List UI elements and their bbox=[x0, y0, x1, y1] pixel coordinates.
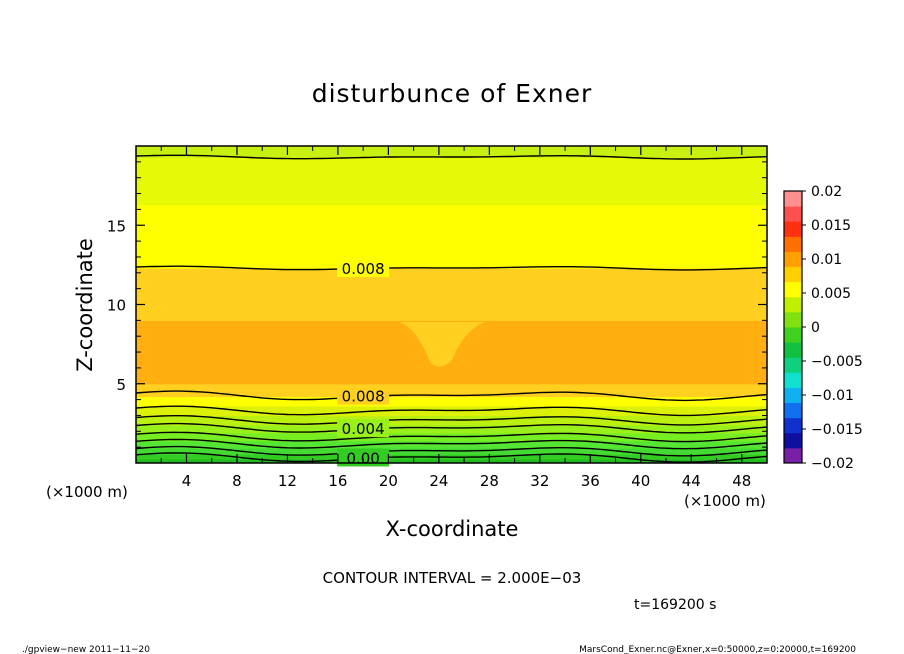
y-axis-label: Z-coordinate bbox=[73, 238, 97, 372]
y-tick-label-0: 5 bbox=[116, 376, 126, 394]
footer-right: MarsCond_Exner.nc@Exner,x=0:50000,z=0:20… bbox=[579, 645, 856, 654]
x-unit-left: (×1000 m) bbox=[46, 483, 128, 501]
contour-band-11 bbox=[136, 268, 767, 321]
colorbar-segment-12 bbox=[784, 266, 802, 283]
x-tick-label-6: 28 bbox=[480, 472, 499, 490]
colorbar-segment-11 bbox=[784, 281, 802, 298]
contour-line-9 bbox=[136, 154, 767, 160]
x-tick-label-2: 12 bbox=[278, 472, 297, 490]
x-tick-label-11: 48 bbox=[732, 472, 751, 490]
colorbar-segment-15 bbox=[784, 221, 802, 237]
colorbar-segment-0 bbox=[784, 447, 802, 464]
x-tick-label-8: 36 bbox=[581, 472, 600, 490]
contour-line-8 bbox=[136, 265, 767, 271]
center-dip-region bbox=[400, 322, 485, 367]
x-tick-label-4: 20 bbox=[379, 472, 398, 490]
x-tick-label-10: 44 bbox=[682, 472, 701, 490]
colorbar-segment-8 bbox=[784, 327, 802, 343]
contour-label-7: 0.008 bbox=[342, 388, 385, 406]
colorbar-tick-label-5: −0.005 bbox=[811, 354, 863, 370]
contour-label-4: 0.004 bbox=[342, 420, 385, 438]
colorbar-segment-6 bbox=[784, 357, 802, 373]
contour-line-5 bbox=[136, 415, 767, 426]
contour-band-12 bbox=[136, 204, 767, 269]
contour-band-13 bbox=[136, 157, 767, 206]
colorbar-tick-label-1: 0.015 bbox=[811, 218, 851, 234]
contour-label-bg-0 bbox=[337, 448, 390, 467]
colorbar-segment-14 bbox=[784, 236, 802, 252]
colorbar-segment-7 bbox=[784, 342, 802, 358]
x-axis-label: X-coordinate bbox=[386, 517, 519, 541]
y-tick-label-1: 10 bbox=[107, 297, 126, 315]
contour-line-4 bbox=[136, 422, 767, 434]
contour-band-14 bbox=[136, 146, 767, 158]
colorbar-segment-4 bbox=[784, 387, 802, 404]
colorbar-tick-label-3: 0.005 bbox=[811, 286, 851, 302]
x-tick-label-1: 8 bbox=[232, 472, 242, 490]
colorbar-tick-label-2: 0.01 bbox=[811, 252, 842, 268]
footer-left: ./gpview−new 2011−11−20 bbox=[22, 645, 150, 654]
contour-line-2 bbox=[136, 438, 767, 450]
contour-label-8: 0.008 bbox=[342, 260, 385, 278]
colorbar-segment-17 bbox=[784, 191, 802, 207]
contour-label-bg-4 bbox=[337, 419, 390, 438]
contour-line-3 bbox=[136, 431, 767, 443]
colorbar-segment-1 bbox=[784, 432, 802, 449]
contour-label-bg-8 bbox=[337, 259, 390, 278]
contour-plot bbox=[136, 146, 767, 463]
colorbar-segment-5 bbox=[784, 372, 802, 388]
contour-band-9 bbox=[136, 383, 767, 398]
contour-label-bg-7 bbox=[337, 386, 390, 405]
contour-band-0 bbox=[136, 459, 767, 463]
x-tick-label-9: 40 bbox=[631, 472, 650, 490]
colorbar-segment-9 bbox=[784, 311, 802, 328]
time-label: t=169200 s bbox=[634, 597, 716, 613]
x-tick-label-5: 24 bbox=[429, 472, 448, 490]
colorbar-tick-label-4: 0 bbox=[811, 320, 820, 336]
x-tick-label-7: 32 bbox=[530, 472, 549, 490]
colorbar-tick-label-6: −0.01 bbox=[811, 388, 854, 404]
colorbar-tick-label-8: −0.02 bbox=[811, 456, 854, 472]
colorbar-tick-label-0: 0.02 bbox=[811, 184, 842, 200]
chart-title: disturbunce of Exner bbox=[312, 79, 593, 108]
colorbar-segment-16 bbox=[784, 206, 802, 222]
contour-band-8 bbox=[136, 396, 767, 407]
colorbar bbox=[783, 190, 803, 464]
contour-line-6 bbox=[136, 405, 767, 417]
colorbar-segment-13 bbox=[784, 251, 802, 268]
contour-line-0 bbox=[136, 452, 767, 463]
colorbar-segment-10 bbox=[784, 296, 802, 313]
x-tick-label-3: 16 bbox=[328, 472, 347, 490]
colorbar-tick-label-7: −0.015 bbox=[811, 422, 863, 438]
colorbar-segment-2 bbox=[784, 417, 802, 434]
contour-line-1 bbox=[136, 445, 767, 457]
y-tick-label-2: 15 bbox=[107, 217, 126, 235]
contour-band-5 bbox=[136, 424, 767, 434]
x-unit-right: (×1000 m) bbox=[684, 492, 766, 510]
contour-interval: CONTOUR INTERVAL = 2.000E−03 bbox=[323, 569, 582, 587]
colorbar-segment-3 bbox=[784, 402, 802, 419]
contour-line-7 bbox=[136, 390, 767, 402]
x-tick-label-0: 4 bbox=[182, 472, 192, 490]
contour-band-3 bbox=[136, 440, 767, 449]
